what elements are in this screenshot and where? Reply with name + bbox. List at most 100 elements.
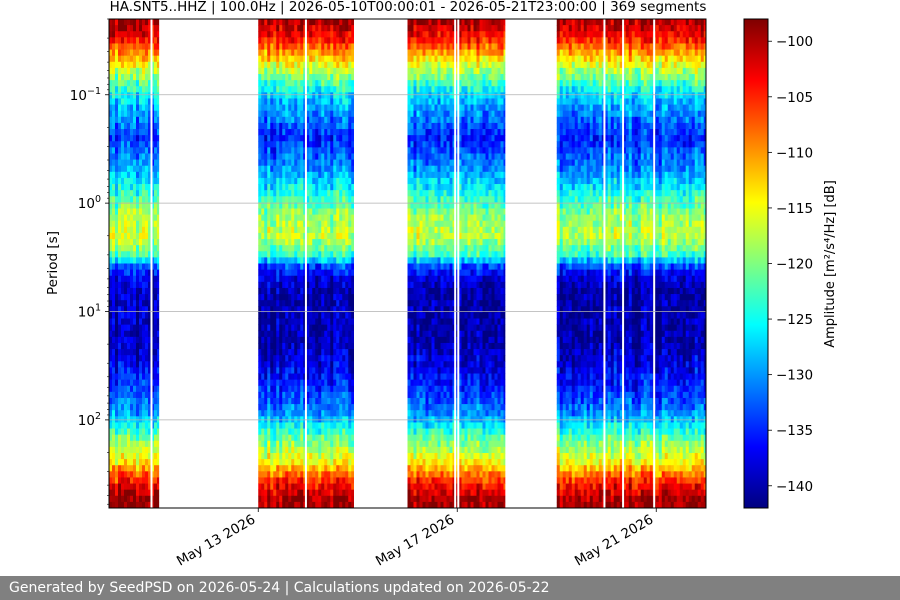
heatmap-cell [333, 422, 337, 429]
heatmap-cell [330, 471, 334, 478]
heatmap-cell [270, 232, 274, 240]
heatmap-cell [300, 324, 304, 332]
heatmap-cell [279, 446, 283, 454]
heatmap-cell [139, 306, 143, 313]
heatmap-cell [300, 312, 304, 319]
heatmap-cell [124, 275, 128, 283]
heatmap-cell [327, 477, 331, 484]
heatmap-cell [422, 220, 426, 228]
heatmap-cell [407, 367, 411, 374]
heatmap-cell [145, 404, 149, 411]
heatmap-cell [285, 74, 289, 81]
heatmap-cell [440, 171, 444, 179]
heatmap-cell [410, 483, 414, 491]
heatmap-cell [273, 459, 277, 466]
heatmap-cell [109, 177, 113, 185]
heatmap-cell [258, 239, 262, 246]
heatmap-cell [324, 257, 328, 264]
heatmap-cell [443, 239, 447, 246]
heatmap-cell [273, 165, 277, 173]
heatmap-cell [285, 220, 289, 228]
heatmap-cell [327, 177, 331, 185]
heatmap-cell [157, 19, 160, 26]
heatmap-cell [291, 324, 295, 332]
heatmap-cell [294, 196, 298, 203]
heatmap-cell [434, 43, 438, 50]
heatmap-cell [291, 43, 295, 50]
heatmap-cell [279, 37, 283, 44]
heatmap-cell [315, 269, 319, 277]
heatmap-cell [300, 287, 304, 295]
heatmap-cell [306, 43, 310, 50]
heatmap-cell [431, 312, 435, 319]
heatmap-cell [276, 459, 280, 466]
heatmap-cell [312, 25, 316, 32]
heatmap-cell [142, 190, 146, 197]
heatmap-cell [109, 257, 113, 264]
heatmap-cell [261, 349, 265, 356]
heatmap-cell [136, 281, 140, 289]
heatmap-cell [327, 214, 331, 222]
heatmap-cell [434, 434, 438, 442]
heatmap-cell [431, 141, 435, 148]
heatmap-cell [121, 342, 125, 350]
heatmap-cell [285, 263, 289, 271]
heatmap-cell [118, 477, 122, 484]
heatmap-cell [339, 379, 343, 387]
heatmap-cell [428, 116, 432, 124]
heatmap-cell [154, 208, 158, 215]
heatmap-cell [112, 385, 116, 393]
heatmap-cell [145, 281, 149, 289]
heatmap-cell [288, 19, 292, 26]
heatmap-cell [342, 410, 346, 417]
heatmap-cell [151, 122, 155, 130]
heatmap-cell [258, 318, 262, 326]
heatmap-cell [288, 104, 292, 112]
heatmap-cell [345, 459, 349, 466]
heatmap-cell [264, 342, 268, 350]
heatmap-cell [348, 306, 352, 313]
heatmap-cell [294, 110, 298, 118]
heatmap-cell [416, 153, 420, 160]
heatmap-cell [145, 141, 149, 148]
heatmap-cell [273, 306, 277, 313]
heatmap-cell [285, 501, 289, 509]
heatmap-cell [288, 80, 292, 87]
heatmap-cell [130, 294, 134, 301]
heatmap-cell [133, 385, 137, 393]
heatmap-cell [133, 165, 137, 173]
heatmap-cell [416, 98, 420, 105]
heatmap-cell [407, 74, 411, 81]
heatmap-cell [327, 336, 331, 344]
heatmap-cell [115, 153, 119, 160]
heatmap-cell [309, 251, 313, 258]
heatmap-cell [434, 373, 438, 381]
heatmap-cell [133, 116, 137, 124]
heatmap-cell [273, 55, 277, 63]
heatmap-cell [121, 477, 125, 484]
heatmap-cell [330, 177, 334, 185]
heatmap-cell [267, 171, 271, 179]
heatmap-cell [133, 98, 137, 105]
heatmap-cell [121, 202, 125, 209]
heatmap-cell [270, 177, 274, 185]
heatmap-cell [121, 373, 125, 381]
heatmap-cell [425, 385, 429, 393]
heatmap-cell [148, 477, 152, 484]
heatmap-cell [154, 165, 158, 173]
heatmap-cell [416, 501, 420, 509]
heatmap-cell [264, 184, 268, 191]
heatmap-cell [336, 428, 340, 436]
heatmap-cell [425, 287, 429, 295]
heatmap-cell [407, 342, 411, 350]
heatmap-cell [318, 501, 322, 509]
heatmap-cell [419, 122, 423, 130]
heatmap-cell [407, 349, 411, 356]
heatmap-cell [440, 98, 444, 105]
heatmap-cell [157, 318, 160, 326]
heatmap-cell [327, 104, 331, 112]
heatmap-cell [121, 196, 125, 203]
heatmap-cell [348, 373, 352, 381]
heatmap-cell [315, 294, 319, 301]
heatmap-cell [333, 452, 337, 460]
